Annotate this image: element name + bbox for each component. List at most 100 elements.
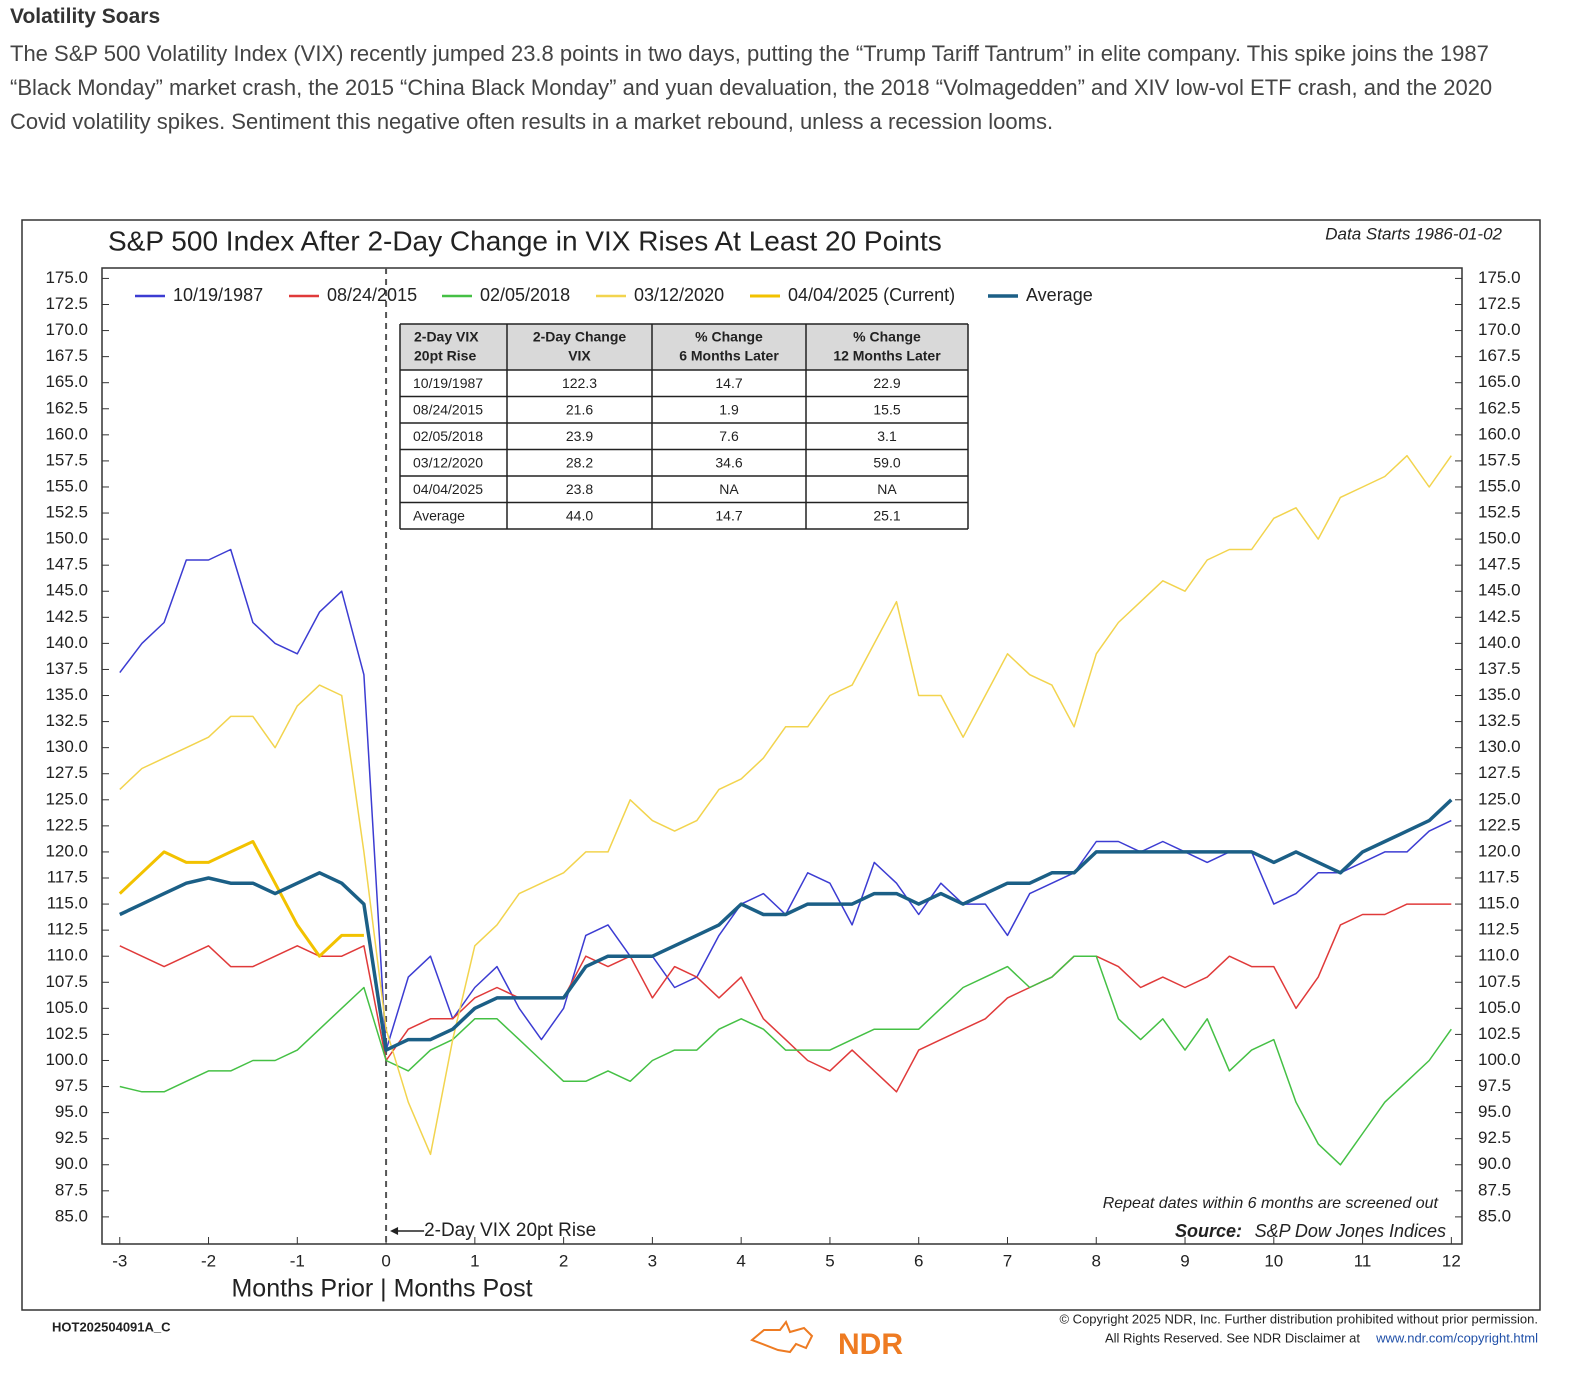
x-tick-label: -3: [112, 1251, 127, 1270]
table-cell: 10/19/1987: [413, 375, 483, 391]
y-tick-label: 147.5: [45, 555, 88, 574]
x-tick-label: 9: [1180, 1251, 1189, 1270]
x-tick-label: 12: [1442, 1251, 1461, 1270]
table-cell: 59.0: [873, 454, 900, 470]
y2-tick-label: 145.0: [1478, 581, 1521, 600]
y2-tick-label: 160.0: [1478, 424, 1521, 443]
x-tick-label: 0: [381, 1251, 390, 1270]
y2-tick-label: 107.5: [1478, 972, 1521, 991]
y-tick-label: 152.5: [45, 503, 88, 522]
y2-tick-label: 120.0: [1478, 841, 1521, 860]
y2-tick-label: 85.0: [1478, 1206, 1511, 1225]
x-tick-label: 3: [648, 1251, 657, 1270]
y-tick-label: 155.0: [45, 476, 88, 495]
table-cell: 14.7: [715, 375, 742, 391]
y2-tick-label: 142.5: [1478, 607, 1521, 626]
y2-tick-label: 130.0: [1478, 737, 1521, 756]
y2-tick-label: 95.0: [1478, 1102, 1511, 1121]
rights: All Rights Reserved. See NDR Disclaimer …: [1105, 1330, 1360, 1345]
header-text: The S&P 500 Volatility Index (VIX) recen…: [10, 41, 1493, 134]
series-line: [119, 454, 1452, 1156]
y-tick-label: 92.5: [55, 1128, 88, 1147]
table-cell: 03/12/2020: [413, 454, 483, 470]
y-tick-label: 145.0: [45, 581, 88, 600]
y2-tick-label: 110.0: [1478, 946, 1519, 965]
url[interactable]: www.ndr.com/copyright.html: [1375, 1330, 1538, 1345]
x-tick-label: 11: [1354, 1251, 1372, 1270]
y-tick-label: 172.5: [45, 294, 88, 313]
logo: NDR: [838, 1328, 903, 1361]
table-header: 2-Day Change: [533, 329, 627, 345]
series-line: [119, 798, 1453, 1052]
y2-tick-label: 175.0: [1478, 268, 1521, 287]
y-tick-label: 105.0: [45, 998, 88, 1017]
y-tick-label: 95.0: [55, 1102, 88, 1121]
x-tick-label: 6: [914, 1251, 923, 1270]
y-tick-label: 130.0: [45, 737, 88, 756]
y2-tick-label: 92.5: [1478, 1128, 1511, 1147]
y2-tick-label: 147.5: [1478, 555, 1521, 574]
y2-tick-label: 87.5: [1478, 1180, 1511, 1199]
copyright: © Copyright 2025 NDR, Inc. Further distr…: [1059, 1311, 1538, 1326]
series-line: [119, 903, 1452, 1093]
footer-code: HOT202504091A_C: [52, 1319, 171, 1334]
y-tick-label: 112.5: [47, 920, 88, 939]
y-tick-label: 120.0: [45, 841, 88, 860]
y2-tick-label: 102.5: [1478, 1024, 1521, 1043]
table-header: 20pt Rise: [414, 348, 476, 364]
y-tick-label: 175.0: [45, 268, 88, 287]
y-tick-label: 125.0: [45, 789, 88, 808]
x-axis-label: Months Prior | Months Post: [231, 1275, 532, 1303]
y2-tick-label: 90.0: [1478, 1154, 1511, 1173]
x-tick-label: -1: [290, 1251, 305, 1270]
table-cell: 122.3: [562, 375, 597, 391]
y2-tick-label: 127.5: [1478, 763, 1521, 782]
table-cell: 28.2: [566, 454, 593, 470]
x-tick-label: 8: [1092, 1251, 1101, 1270]
table-cell: 08/24/2015: [413, 401, 483, 417]
y-tick-label: 117.5: [47, 867, 88, 886]
y-tick-label: 107.5: [45, 972, 88, 991]
series-line: [118, 840, 364, 958]
y2-tick-label: 157.5: [1478, 450, 1521, 469]
x-tick-label: 2: [559, 1251, 568, 1270]
table-header: 12 Months Later: [833, 348, 941, 364]
table-cell: 04/04/2025: [413, 481, 483, 497]
y-tick-label: 137.5: [45, 659, 88, 678]
table-header: % Change: [695, 329, 763, 345]
source: S&P Dow Jones Indices: [1255, 1221, 1446, 1241]
annotation: 2-Day VIX 20pt Rise: [424, 1220, 596, 1241]
x-tick-label: 10: [1264, 1251, 1283, 1270]
legend-label: 02/05/2018: [480, 285, 570, 305]
y-tick-label: 122.5: [45, 815, 88, 834]
legend-label: 08/24/2015: [327, 285, 417, 305]
y-tick-label: 115.0: [47, 894, 88, 913]
y2-tick-label: 115.0: [1478, 894, 1519, 913]
y-tick-label: 132.5: [45, 711, 88, 730]
chart-title: S&P 500 Index After 2-Day Change in VIX …: [108, 225, 942, 256]
y-tick-label: 100.0: [45, 1050, 88, 1069]
plot-frame: [101, 267, 1463, 1245]
table-cell: NA: [719, 481, 739, 497]
x-tick-label: -2: [201, 1251, 216, 1270]
table-cell: 21.6: [566, 401, 593, 417]
source-label: Source:: [1175, 1221, 1242, 1241]
y2-tick-label: 150.0: [1478, 529, 1521, 548]
table-cell: 34.6: [715, 454, 742, 470]
y2-tick-label: 132.5: [1478, 711, 1521, 730]
series-line: [119, 548, 1452, 1051]
y2-tick-label: 152.5: [1478, 503, 1521, 522]
table-cell: Average: [413, 507, 465, 523]
y-tick-label: 140.0: [45, 633, 88, 652]
y-tick-label: 167.5: [45, 346, 88, 365]
y-tick-label: 110.0: [47, 946, 88, 965]
table-cell: 14.7: [715, 507, 742, 523]
y-tick-label: 150.0: [45, 529, 88, 548]
y2-tick-label: 125.0: [1478, 789, 1521, 808]
y-tick-label: 142.5: [45, 607, 88, 626]
y2-tick-label: 155.0: [1478, 476, 1521, 495]
table-header: 2-Day VIX: [414, 329, 479, 345]
y2-tick-label: 162.5: [1478, 398, 1521, 417]
table-cell: 44.0: [566, 507, 593, 523]
